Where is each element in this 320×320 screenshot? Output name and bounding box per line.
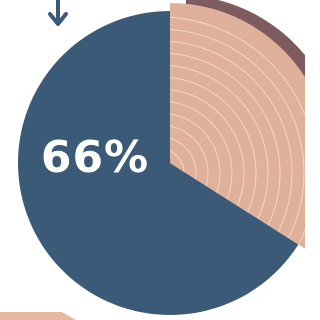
arrow-icon bbox=[50, 0, 66, 24]
value-label: 66% bbox=[41, 132, 149, 183]
decor-bar bbox=[0, 312, 76, 320]
infographic: 66% bbox=[0, 0, 305, 320]
